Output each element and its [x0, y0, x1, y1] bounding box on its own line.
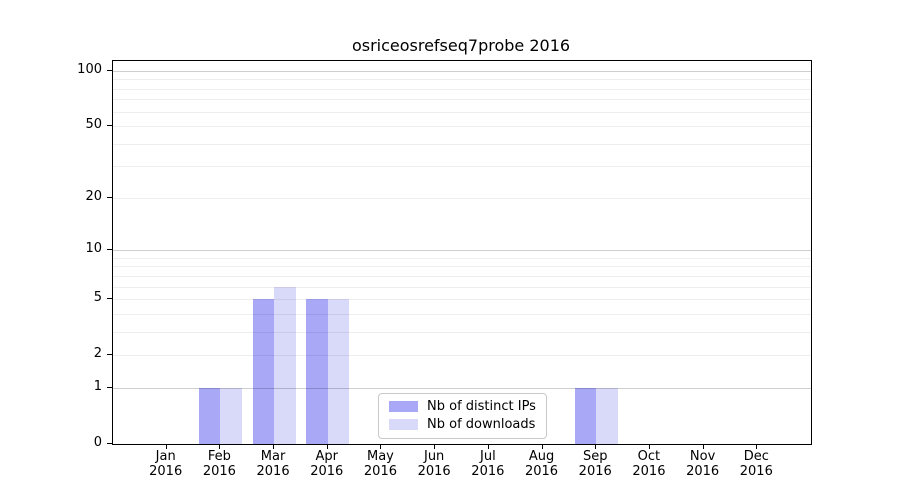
x-tick-mark-jan [165, 444, 167, 449]
x-tick-mark-mar [273, 444, 275, 449]
bar-mar-downloads [274, 286, 296, 444]
x-tick-label-oct: Oct 2016 [632, 449, 666, 479]
legend-entry-downloads: Nb of downloads [389, 417, 536, 432]
x-tick-label-nov: Nov 2016 [686, 449, 720, 479]
gridline-y-40 [113, 143, 811, 145]
legend: Nb of distinct IPs Nb of downloads [378, 393, 547, 439]
x-tick-label-dec: Dec 2016 [739, 449, 773, 479]
x-tick-label-jul: Jul 2016 [471, 449, 505, 479]
gridline-y-50 [113, 126, 811, 128]
bar-sep-downloads [596, 387, 618, 444]
y-tick-mark-1 [107, 386, 112, 388]
y-tick-label-5: 5 [93, 290, 102, 306]
x-tick-mark-aug [541, 444, 543, 449]
bar-apr-distinct-ips [306, 299, 328, 444]
x-tick-mark-dec [756, 444, 758, 449]
gridline-y-8 [113, 266, 811, 268]
x-tick-mark-oct [648, 444, 650, 449]
bar-apr-downloads [327, 299, 350, 444]
x-tick-label-mar: Mar 2016 [256, 449, 290, 479]
gridline-y-30 [113, 166, 811, 168]
x-tick-label-jan: Jan 2016 [149, 449, 183, 479]
x-tick-mark-sep [595, 444, 597, 449]
y-tick-mark-2 [107, 354, 112, 356]
gridline-y-6 [113, 286, 811, 288]
y-tick-mark-5 [107, 298, 112, 300]
x-tick-mark-nov [702, 444, 704, 449]
x-tick-mark-apr [326, 444, 328, 449]
y-tick-label-1: 1 [93, 378, 102, 394]
y-tick-label-50: 50 [85, 117, 102, 133]
gridline-y-70 [113, 99, 811, 101]
y-tick-mark-20 [107, 196, 112, 198]
gridline-y-10 [113, 250, 811, 252]
bar-mar-distinct-ips [252, 299, 275, 444]
y-tick-label-20: 20 [85, 188, 102, 204]
legend-entry-distinct-ips: Nb of distinct IPs [389, 399, 536, 414]
bar-sep-distinct-ips [574, 387, 597, 444]
x-tick-mark-jul [487, 444, 489, 449]
y-tick-label-0: 0 [93, 435, 102, 450]
gridline-y-60 [113, 111, 811, 113]
x-tick-mark-may [380, 444, 382, 449]
downloads-swatch-icon [389, 419, 418, 430]
y-tick-mark-10 [107, 249, 112, 251]
x-tick-mark-feb [219, 444, 221, 449]
bar-feb-distinct-ips [198, 387, 221, 444]
gridline-y-80 [113, 88, 811, 90]
distinct-ips-swatch-icon [389, 401, 418, 412]
gridline-y-90 [113, 79, 811, 81]
legend-label-downloads: Nb of downloads [427, 417, 536, 432]
x-tick-label-jun: Jun 2016 [417, 449, 451, 479]
y-tick-mark-50 [107, 125, 112, 127]
gridline-y-9 [113, 257, 811, 259]
x-tick-label-sep: Sep 2016 [578, 449, 612, 479]
gridline-y-2 [113, 355, 811, 357]
y-tick-label-10: 10 [85, 241, 102, 257]
plot-area [112, 60, 812, 445]
chart-title: osriceosrefseq7probe 2016 [351, 36, 571, 55]
gridline-y-4 [113, 313, 811, 315]
y-tick-label-100: 100 [77, 61, 102, 77]
x-tick-label-may: May 2016 [363, 449, 397, 479]
x-tick-label-apr: Apr 2016 [310, 449, 344, 479]
gridline-y-20 [113, 197, 811, 199]
gridline-y-100 [113, 70, 811, 72]
y-tick-mark-100 [107, 69, 112, 71]
x-tick-mark-jun [434, 444, 436, 449]
gridline-y-7 [113, 275, 811, 277]
gridline-y-3 [113, 331, 811, 333]
x-tick-label-aug: Aug 2016 [524, 449, 559, 479]
gridline-y-1 [113, 387, 811, 389]
legend-label-distinct-ips: Nb of distinct IPs [427, 399, 536, 414]
gridline-y-5 [113, 299, 811, 301]
y-tick-mark-0 [107, 443, 112, 444]
y-tick-label-2: 2 [93, 346, 102, 362]
bar-feb-downloads [220, 387, 242, 444]
x-tick-label-feb: Feb 2016 [202, 449, 236, 479]
